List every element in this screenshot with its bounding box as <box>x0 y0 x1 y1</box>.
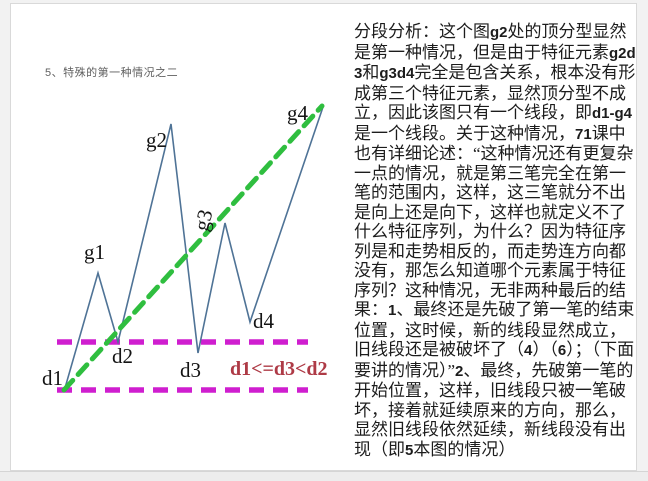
text-segment: 本图的情况） <box>413 439 516 459</box>
text-segment: ）；（下面要讲的情况）” <box>354 340 635 380</box>
text-segment: 4 <box>524 342 533 359</box>
text-segment: d1-g4 <box>592 105 633 122</box>
analysis-text: 分段分析：这个图g2处的顶分型显然是第一种情况，但是由于特征元素g2d3和g3d… <box>354 22 638 460</box>
text-segment: 2 <box>455 362 464 380</box>
text-segment: 完全是包含关系，根本没有形成第三个特征元素，显然顶分型不成立，因此该图只有一个线… <box>354 63 636 122</box>
text-segment: 71 <box>575 125 592 143</box>
text-segment: 分段分析：这个图 <box>354 22 490 41</box>
text-segment: 1 <box>388 302 397 319</box>
window-bottom-edge <box>0 471 648 481</box>
text-segment: 5 <box>405 441 414 459</box>
text-segment: g2d3 <box>354 44 636 83</box>
text-segment: 处的顶分型显然是第一种情况，但是由于特征元素 <box>354 22 627 62</box>
text-segment: 、最终还是先破了第一笔的结束位置，这时候，新的线段显然成立，旧线段还是被破坏了（ <box>354 300 635 359</box>
text-segment: 是一个线段。关于这种情况， <box>354 123 575 143</box>
text-segment: g3d4 <box>379 65 415 82</box>
text-segment: 、最终，先破第一笔的开始位置，这样，旧线段只被一笔破坏，接着就延续原来的方向，那… <box>354 360 634 459</box>
text-segment: 和 <box>362 63 380 82</box>
section-heading: 5、特殊的第一种情况之二 <box>45 67 179 79</box>
text-segment: 6 <box>557 342 567 359</box>
text-segment: g2 <box>490 24 508 41</box>
text-segment: 课中也有详细论述：“这种情况还有更复杂一点的情况，就是第三笔完全在第一笔的范围内… <box>354 123 634 320</box>
text-segment: ）（ <box>532 340 558 359</box>
